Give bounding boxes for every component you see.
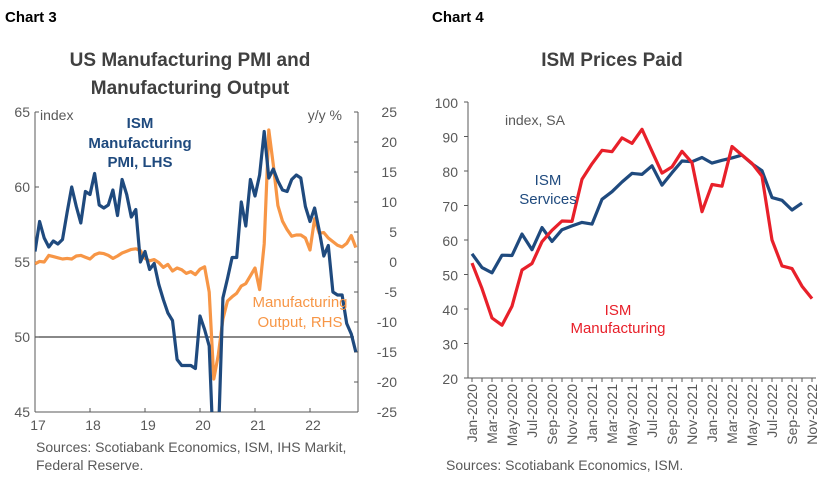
chart-3-sources-line-2: Federal Reserve.: [36, 457, 143, 473]
chart-3-header: Chart 3: [5, 9, 57, 26]
chart-4-header: Chart 4: [432, 9, 484, 26]
x-tick-label: Sep-2020: [544, 384, 560, 445]
x-tick-label: May-2020: [504, 384, 520, 446]
left-y-tick-label: 45: [14, 404, 30, 420]
y-tick-label: 100: [435, 95, 459, 111]
chart-3-sources-line-1: Sources: Scotiabank Economics, ISM, IHS …: [36, 439, 346, 455]
output-series-label-1: Manufacturing: [252, 294, 347, 311]
chart-4: Chart 4 ISM Prices Paid 100 90 80 70 60 50 40 3…: [432, 9, 820, 473]
x-tick-label: Nov-2021: [684, 384, 700, 445]
y-tick-label: 70: [442, 199, 458, 215]
pmi-series-line: [35, 129, 358, 412]
services-series-label-1: ISM: [535, 172, 562, 189]
x-tick-label: Jul-2020: [524, 384, 540, 438]
pmi-series-label-3: PMI, LHS: [107, 154, 172, 171]
output-series-label-2: Output, RHS: [257, 314, 342, 331]
x-tick-label: Jul-2021: [644, 384, 660, 438]
chart-3-title-line-2: Manufacturing Output: [91, 78, 290, 99]
right-y-tick-label: 15: [381, 164, 397, 180]
pmi-series-label-2: Manufacturing: [88, 135, 191, 152]
x-tick-label: Jul-2022: [764, 384, 780, 438]
x-tick-label: Nov-2022: [804, 384, 820, 445]
services-series-line: [470, 153, 803, 275]
x-tick-label: 17: [30, 417, 46, 433]
right-y-tick-label: 0: [389, 254, 397, 270]
chart-3: Chart 3 US Manufacturing PMI and Manufac…: [5, 9, 397, 473]
x-tick-label: 19: [140, 417, 156, 433]
right-y-tick-label: -5: [385, 284, 398, 300]
x-tick-label: Mar-2020: [484, 384, 500, 444]
x-tick-label: 18: [85, 417, 101, 433]
x-tick-label: Jan-2022: [704, 384, 720, 443]
x-tick-label: Jan-2021: [584, 384, 600, 443]
left-y-tick-label: 50: [14, 329, 30, 345]
x-tick-label: Sep-2021: [664, 384, 680, 445]
x-tick-label: Jan-2020: [464, 384, 480, 443]
right-y-tick-label: 20: [381, 134, 397, 150]
right-y-tick-label: -20: [377, 374, 397, 390]
right-y-tick-label: -15: [377, 344, 397, 360]
y-tick-label: 40: [442, 302, 458, 318]
x-tick-label: May-2021: [624, 384, 640, 446]
pmi-series-label-1: ISM: [127, 115, 154, 132]
y-tick-label: 30: [442, 337, 458, 353]
services-series-label-2: Services: [519, 191, 577, 208]
output-series-line: [35, 128, 358, 381]
manufacturing-series-line: [470, 127, 814, 327]
chart-4-unit: index, SA: [505, 112, 566, 128]
x-tick-label: Nov-2020: [564, 384, 580, 445]
x-tick-label: Sep-2022: [784, 384, 800, 445]
x-tick-label: Mar-2022: [724, 384, 740, 444]
y-tick-label: 20: [442, 371, 458, 387]
x-tick-label: 22: [305, 417, 321, 433]
x-tick-label: May-2022: [744, 384, 760, 446]
right-y-tick-label: 25: [381, 104, 397, 120]
y-tick-label: 60: [442, 233, 458, 249]
left-y-tick-label: 55: [14, 254, 30, 270]
right-y-tick-label: 10: [381, 194, 397, 210]
manufacturing-series-label-1: ISM: [605, 302, 632, 319]
chart-4-sources: Sources: Scotiabank Economics, ISM.: [446, 457, 683, 473]
x-tick-label: 21: [250, 417, 266, 433]
y-tick-label: 80: [442, 164, 458, 180]
chart-4-title: ISM Prices Paid: [541, 50, 683, 71]
y-tick-label: 90: [442, 130, 458, 146]
manufacturing-series-label-2: Manufacturing: [570, 320, 665, 337]
right-y-tick-label: -25: [377, 404, 397, 420]
left-y-tick-label: 65: [14, 104, 30, 120]
chart-3-right-unit: y/y %: [308, 107, 342, 123]
x-tick-label: 20: [195, 417, 211, 433]
y-tick-label: 50: [442, 268, 458, 284]
right-y-tick-label: -10: [377, 314, 397, 330]
left-y-tick-label: 60: [14, 179, 30, 195]
chart-3-left-unit: index: [40, 107, 73, 123]
right-y-tick-label: 5: [389, 224, 397, 240]
chart-3-title-line-1: US Manufacturing PMI and: [70, 50, 311, 71]
x-tick-label: Mar-2021: [604, 384, 620, 444]
